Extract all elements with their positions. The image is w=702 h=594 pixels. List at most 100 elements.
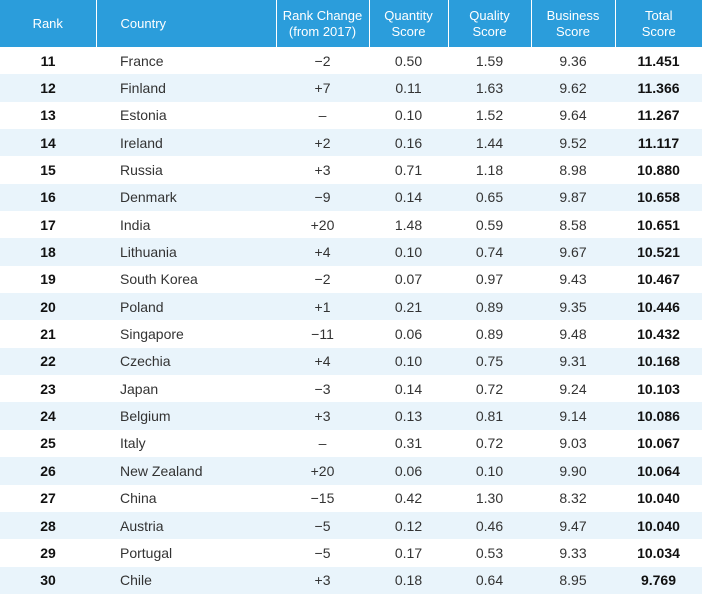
total-score-cell: 11.117: [615, 129, 702, 157]
rank-change-cell: –: [318, 435, 327, 452]
rank-change-cell: −15: [310, 490, 335, 507]
rank-cell: 13: [40, 107, 56, 124]
country-cell: Lithuania: [96, 238, 276, 266]
country-cell: Belgium: [96, 402, 276, 430]
rank-cell: 12: [0, 74, 96, 102]
total-score-cell: 10.040: [615, 511, 702, 540]
rank-cell: 26: [0, 457, 96, 485]
rank-cell: 11: [40, 52, 56, 69]
quality-score-cell: 0.72: [475, 435, 504, 452]
rank-change-cell: +4: [276, 347, 369, 376]
rank-cell: 24: [0, 402, 96, 430]
rank-cell: 23: [40, 380, 56, 397]
business-score-cell: 8.32: [559, 490, 587, 507]
country-cell: Poland: [96, 293, 276, 321]
quantity-score-cell: 0.50: [394, 52, 423, 69]
total-score-cell: 10.446: [615, 293, 702, 321]
quality-score-cell: 1.18: [475, 162, 504, 179]
header-quantity-score: Quantity Score: [369, 0, 449, 47]
country-cell: France: [120, 52, 164, 69]
country-cell: New Zealand: [96, 457, 276, 485]
rank-cell: 29: [40, 544, 56, 561]
rank-change-cell: −2: [314, 271, 331, 288]
business-score-cell: 9.14: [531, 402, 615, 430]
table-row: 23 Japan −3 0.14 0.72 9.24 10.103: [0, 375, 702, 402]
rank-change-cell: +20: [276, 457, 369, 485]
business-score-cell: 9.62: [531, 74, 615, 102]
table-header: Rank Country Rank Change (from 2017) Quan…: [0, 0, 702, 47]
header-quality-score: Quality Score: [448, 0, 532, 47]
rank-change-cell: −5: [276, 511, 369, 540]
quantity-score-cell: 0.10: [394, 107, 423, 124]
country-cell: Portugal: [120, 544, 173, 561]
quantity-score-cell: 0.10: [369, 347, 448, 376]
business-score-cell: 8.98: [559, 162, 587, 179]
country-cell: Ireland: [96, 129, 276, 157]
business-score-cell: 9.24: [559, 380, 587, 397]
quality-score-cell: 0.81: [448, 402, 531, 430]
total-score-cell: 10.521: [615, 238, 702, 266]
table-row: 12 Finland +7 0.11 1.63 9.62 11.366: [0, 74, 702, 102]
country-cell: India: [120, 216, 151, 233]
header-row: Rank Country Rank Change (from 2017) Quan…: [0, 0, 702, 47]
rank-cell: 19: [40, 271, 56, 288]
table-row: 29 Portugal −5 0.17 0.53 9.33 10.034: [0, 539, 702, 566]
quality-score-cell: 0.72: [475, 380, 504, 397]
quantity-score-cell: 0.17: [394, 544, 423, 561]
quantity-score-cell: 0.06: [394, 326, 423, 343]
country-cell: Czechia: [96, 347, 276, 376]
quantity-score-cell: 0.71: [394, 162, 423, 179]
business-score-cell: 9.33: [559, 544, 587, 561]
business-score-cell: 9.47: [531, 511, 615, 540]
business-score-cell: 9.03: [559, 435, 587, 452]
country-cell: Austria: [96, 511, 276, 540]
quality-score-cell: 0.74: [448, 238, 531, 266]
quality-score-cell: 0.65: [448, 183, 531, 212]
rank-cell: 27: [40, 490, 56, 507]
quantity-score-cell: 0.14: [394, 380, 423, 397]
total-score-cell: 10.651: [637, 216, 680, 233]
rank-cell: 15: [40, 162, 56, 179]
rank-change-cell: +20: [310, 216, 335, 233]
rank-cell: 14: [0, 129, 96, 157]
rank-cell: 20: [0, 293, 96, 321]
quality-score-cell: 1.30: [475, 490, 504, 507]
rank-change-cell: –: [318, 107, 327, 124]
table-row: 25 Italy – 0.31 0.72 9.03 10.067: [0, 430, 702, 457]
rank-change-cell: +7: [276, 74, 369, 102]
quality-score-cell: 0.64: [448, 566, 531, 594]
country-cell: Italy: [120, 435, 146, 452]
rank-cell: 17: [40, 216, 56, 233]
quantity-score-cell: 0.14: [369, 183, 448, 212]
rank-cell: 28: [0, 511, 96, 540]
quality-score-cell: 1.63: [448, 74, 531, 102]
quantity-score-cell: 0.06: [369, 457, 448, 485]
quantity-score-cell: 0.10: [369, 238, 448, 266]
business-score-cell: 9.36: [559, 52, 587, 69]
table-row: 17 India +20 1.48 0.59 8.58 10.651: [0, 211, 702, 238]
table-row: 28 Austria −5 0.12 0.46 9.47 10.040: [0, 511, 702, 540]
quantity-score-cell: 1.48: [394, 216, 423, 233]
quantity-score-cell: 0.31: [394, 435, 423, 452]
total-score-cell: 10.064: [615, 457, 702, 485]
table-row: 22 Czechia +4 0.10 0.75 9.31 10.168: [0, 347, 702, 376]
quantity-score-cell: 0.07: [394, 271, 423, 288]
country-cell: Estonia: [120, 107, 167, 124]
rank-change-cell: +3: [314, 162, 331, 179]
rank-change-cell: +3: [276, 566, 369, 594]
quality-score-cell: 1.59: [475, 52, 504, 69]
business-score-cell: 9.64: [559, 107, 587, 124]
rank-change-cell: +4: [276, 238, 369, 266]
total-score-cell: 10.034: [637, 544, 680, 561]
table-row: 16 Denmark −9 0.14 0.65 9.87 10.658: [0, 183, 702, 212]
rank-cell: 18: [0, 238, 96, 266]
rank-change-cell: +2: [276, 129, 369, 157]
rank-change-cell: +1: [276, 293, 369, 321]
rank-change-cell: −2: [314, 52, 331, 69]
quality-score-cell: 0.97: [475, 271, 504, 288]
business-score-cell: 8.58: [559, 216, 587, 233]
country-cell: Chile: [96, 566, 276, 594]
total-score-cell: 10.880: [637, 162, 680, 179]
total-score-cell: 10.168: [615, 347, 702, 376]
